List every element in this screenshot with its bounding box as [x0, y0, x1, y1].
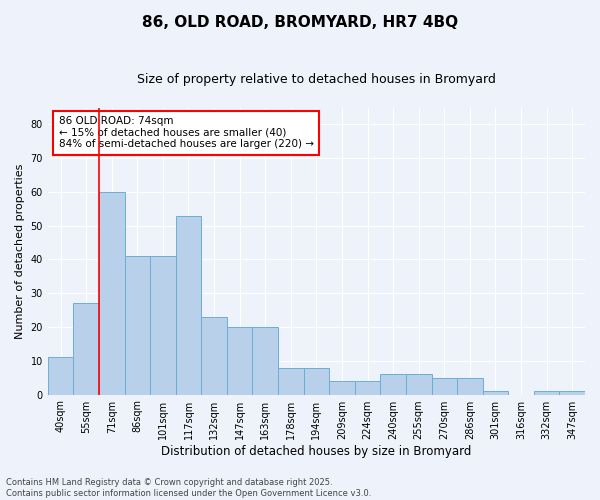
- Bar: [304, 368, 329, 394]
- Y-axis label: Number of detached properties: Number of detached properties: [15, 164, 25, 338]
- Bar: [227, 327, 253, 394]
- Text: Contains HM Land Registry data © Crown copyright and database right 2025.
Contai: Contains HM Land Registry data © Crown c…: [6, 478, 371, 498]
- Bar: [125, 256, 150, 394]
- Text: 86, OLD ROAD, BROMYARD, HR7 4BQ: 86, OLD ROAD, BROMYARD, HR7 4BQ: [142, 15, 458, 30]
- X-axis label: Distribution of detached houses by size in Bromyard: Distribution of detached houses by size …: [161, 444, 472, 458]
- Bar: [431, 378, 457, 394]
- Bar: [482, 391, 508, 394]
- Bar: [253, 327, 278, 394]
- Bar: [176, 216, 201, 394]
- Title: Size of property relative to detached houses in Bromyard: Size of property relative to detached ho…: [137, 72, 496, 86]
- Bar: [457, 378, 482, 394]
- Bar: [329, 381, 355, 394]
- Bar: [406, 374, 431, 394]
- Bar: [150, 256, 176, 394]
- Bar: [278, 368, 304, 394]
- Bar: [99, 192, 125, 394]
- Bar: [355, 381, 380, 394]
- Bar: [380, 374, 406, 394]
- Text: 86 OLD ROAD: 74sqm
← 15% of detached houses are smaller (40)
84% of semi-detache: 86 OLD ROAD: 74sqm ← 15% of detached hou…: [59, 116, 314, 150]
- Bar: [201, 317, 227, 394]
- Bar: [48, 358, 73, 395]
- Bar: [73, 304, 99, 394]
- Bar: [534, 391, 559, 394]
- Bar: [559, 391, 585, 394]
